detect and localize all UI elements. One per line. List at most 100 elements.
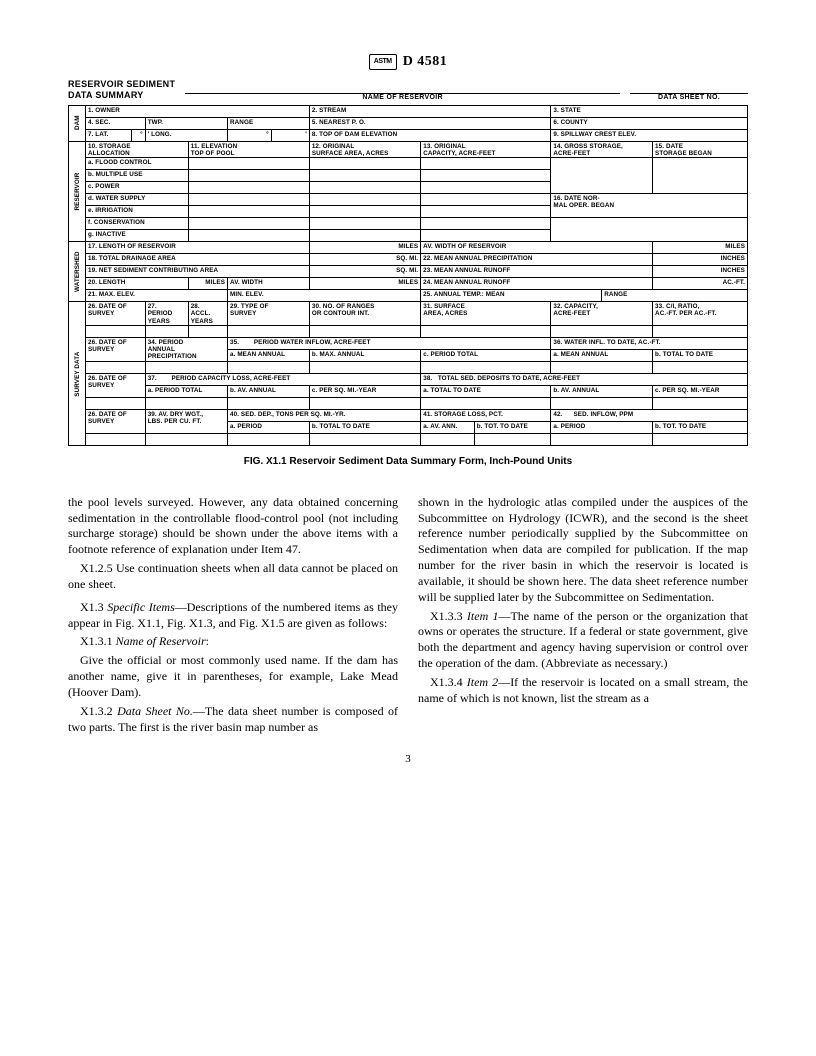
- watershed-label: WATERSHED: [69, 242, 86, 302]
- cell-county: 6. COUNTY: [551, 117, 748, 129]
- sv2c2: b. MAX. ANNUAL: [309, 349, 420, 361]
- sv1f: 31. SURFACE AREA, ACRES: [421, 302, 551, 326]
- sv3c: 38. TOTAL SED. DEPOSITS TO DATE, ACRE-FE…: [421, 373, 748, 385]
- page-number: 3: [68, 753, 748, 765]
- sv3a: 26. DATE OF SURVEY: [86, 373, 146, 397]
- cell-orig-area: 12. ORIGINAL SURFACE AREA, ACRES: [309, 141, 420, 157]
- sv4e: 42. SED. INFLOW, PPM: [551, 409, 748, 421]
- para-2: X1.2.5 Use continuation sheets when all …: [68, 561, 398, 593]
- r20d: MILES: [309, 278, 420, 290]
- para-5: Give the official or most commonly used …: [68, 653, 398, 700]
- reservoir-form-table: DAM 1. OWNER 2. STREAM 3. STATE 4. SEC. …: [68, 105, 748, 446]
- sv4d2: b. TOT. TO DATE: [474, 421, 551, 433]
- alloc-b: b. MULTIPLE USE: [86, 170, 189, 182]
- r21c: 25. ANNUAL TEMP.: MEAN: [421, 290, 602, 302]
- astm-logo: [369, 54, 397, 70]
- sv4e2: b. TOT. TO DATE: [653, 421, 748, 433]
- alloc-a: a. FLOOD CONTROL: [86, 158, 189, 170]
- alloc-d: d. WATER SUPPLY: [86, 194, 189, 206]
- cell-longdeg: °: [228, 129, 272, 141]
- name-of-reservoir-field[interactable]: [185, 81, 620, 94]
- sv2b: 34. PERIOD ANNUAL PRECIPITATION: [145, 337, 227, 361]
- cell-orig-cap: 13. ORIGINAL CAPACITY, ACRE-FEET: [421, 141, 551, 157]
- reservoir-label: RESERVOIR: [69, 141, 86, 241]
- sv4c: 40. SED. DEP., TONS PER SQ. MI.-YR.: [228, 409, 421, 421]
- sv3b2: b. AV. ANNUAL: [228, 385, 310, 397]
- figure-caption: FIG. X1.1 Reservoir Sediment Data Summar…: [68, 456, 748, 467]
- sv3b1: a. PERIOD TOTAL: [145, 385, 227, 397]
- data-sheet-no-field[interactable]: [630, 81, 748, 94]
- cell-sec: 4. SEC.: [86, 117, 146, 129]
- cell-long: ' LONG.: [145, 129, 227, 141]
- r21d: RANGE: [602, 290, 748, 302]
- sv2c: 35. PERIOD WATER INFLOW, ACRE-FEET: [228, 337, 551, 349]
- form-title-1: RESERVOIR SEDIMENT: [68, 79, 175, 90]
- sv2d1: a. MEAN ANNUAL: [551, 349, 653, 361]
- cell-latdeg: °: [131, 129, 145, 141]
- sv1b: 27. PERIOD YEARS: [145, 302, 188, 326]
- r21b: MIN. ELEV.: [228, 290, 421, 302]
- cell-nearest-po: 5. NEAREST P. O.: [309, 117, 551, 129]
- sv2a: 26. DATE OF SURVEY: [86, 337, 146, 361]
- cell-range: RANGE: [228, 117, 310, 129]
- r21a: 21. MAX. ELEV.: [86, 290, 228, 302]
- para-8: X1.3.3 Item 1—The name of the person or …: [418, 609, 748, 672]
- cell-date-normal-oper: 16. DATE NOR- MAL OPER. BEGAN: [551, 194, 748, 218]
- cell-topdam: 8. TOP OF DAM ELEVATION: [309, 129, 551, 141]
- sv3c1: a. TOTAL TO DATE: [421, 385, 551, 397]
- name-of-reservoir-label: NAME OF RESERVOIR: [185, 94, 620, 101]
- r20a: 20. LENGTH: [86, 278, 189, 290]
- alloc-e: e. IRRIGATION: [86, 206, 189, 218]
- r20c: AV. WIDTH: [228, 278, 310, 290]
- r18a: 18. TOTAL DRAINAGE AREA: [86, 254, 310, 266]
- sv1a: 26. DATE OF SURVEY: [86, 302, 146, 326]
- r17b: MILES: [309, 242, 420, 254]
- sv2c1: a. MEAN ANNUAL: [228, 349, 310, 361]
- sv2c3: c. PERIOD TOTAL: [421, 349, 551, 361]
- para-9: X1.3.4 Item 2—If the reservoir is locate…: [418, 675, 748, 707]
- cell-state: 3. STATE: [551, 105, 748, 117]
- r17c: AV. WIDTH OF RESERVOIR: [421, 242, 653, 254]
- sv4b: 39. AV. DRY WGT., LBS. PER CU. FT.: [145, 409, 227, 433]
- r18b: SQ. MI.: [309, 254, 420, 266]
- r20f: AC.-FT.: [653, 278, 748, 290]
- form-title-2: DATA SUMMARY: [68, 90, 175, 101]
- alloc-f: f. CONSERVATION: [86, 218, 189, 230]
- sv3c3: c. PER SQ. MI.-YEAR: [653, 385, 748, 397]
- r18c: 22. MEAN ANNUAL PRECIPITATION: [421, 254, 653, 266]
- cell-gross-storage: 14. GROSS STORAGE, ACRE-FEET: [551, 141, 653, 157]
- r17a: 17. LENGTH OF RESERVOIR: [86, 242, 310, 254]
- sv4d: 41. STORAGE LOSS, PCT.: [421, 409, 551, 421]
- sv4c2: b. TOTAL TO DATE: [309, 421, 420, 433]
- survey-data-label: SURVEY DATA: [69, 302, 86, 446]
- cell-twp: TWP.: [145, 117, 227, 129]
- cell-owner: 1. OWNER: [86, 105, 310, 117]
- sv3b: 37. PERIOD CAPACITY LOSS, ACRE-FEET: [145, 373, 421, 385]
- sv4e1: a. PERIOD: [551, 421, 653, 433]
- sv4a: 26. DATE OF SURVEY: [86, 409, 146, 433]
- r18d: INCHES: [653, 254, 748, 266]
- cell-lat: 7. LAT.: [86, 129, 132, 141]
- cell-stream: 2. STREAM: [309, 105, 551, 117]
- r19b: SQ. MI.: [309, 266, 420, 278]
- r19c: 23. MEAN ANNUAL RUNOFF: [421, 266, 653, 278]
- r19d: INCHES: [653, 266, 748, 278]
- cell-storage-alloc: 10. STORAGE ALLOCATION: [86, 141, 189, 157]
- para-6: X1.3.2 Data Sheet No.—The data sheet num…: [68, 704, 398, 736]
- page-header: D 4581: [68, 54, 748, 75]
- cell-spillway: 9. SPILLWAY CREST ELEV.: [551, 129, 748, 141]
- para-3: X1.3 Specific Items—Descriptions of the …: [68, 600, 398, 632]
- r20e: 24. MEAN ANNUAL RUNOFF: [421, 278, 653, 290]
- alloc-g: g. INACTIVE: [86, 230, 189, 242]
- r20b: MILES: [188, 278, 227, 290]
- sv1c: 28. ACCL. YEARS: [188, 302, 227, 326]
- sv2d2: b. TOTAL TO DATE: [653, 349, 748, 361]
- para-4: X1.3.1 Name of Reservoir:: [68, 634, 398, 650]
- sv1h: 33. C/I, RATIO, AC.-FT. PER AC.-FT.: [653, 302, 748, 326]
- sv1d: 29. TYPE OF SURVEY: [228, 302, 310, 326]
- sv4c1: a. PERIOD: [228, 421, 310, 433]
- designation: D 4581: [403, 54, 448, 70]
- para-1: the pool levels surveyed. However, any d…: [68, 495, 398, 558]
- sv1g: 32. CAPACITY, ACRE-FEET: [551, 302, 653, 326]
- sv2d: 36. WATER INFL. TO DATE, AC.-FT.: [551, 337, 748, 349]
